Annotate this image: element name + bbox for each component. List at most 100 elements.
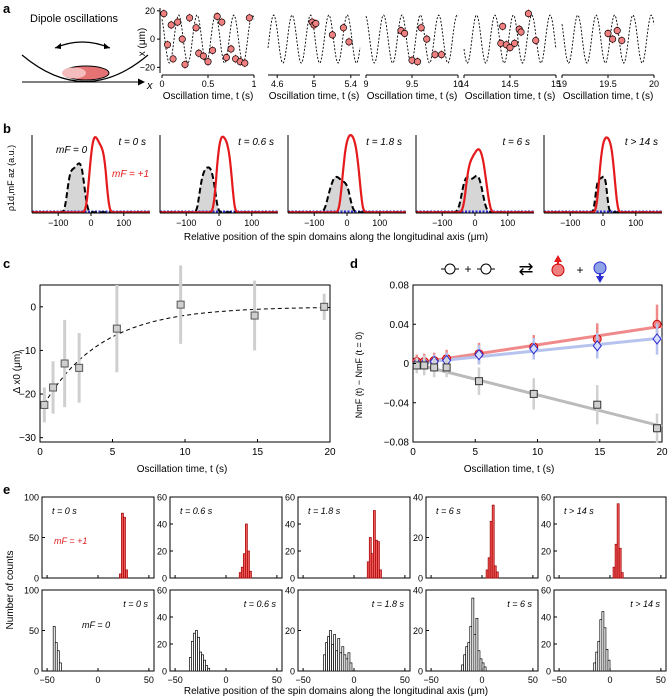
mf1-density-curve: [32, 135, 150, 214]
x-tick-label: 0: [600, 218, 605, 228]
x-tick-label: 100: [628, 218, 643, 228]
density-panel-4: −100 0 100 t > 14 s: [543, 135, 662, 228]
x-tick-label: −100: [560, 218, 580, 228]
reaction-plus-2: +: [576, 263, 583, 277]
position-point: [339, 24, 347, 32]
panel-d-ylabel: NmF (t) − NmF (t = 0): [354, 332, 364, 419]
x-tick-label: −50: [423, 675, 438, 685]
y-tick-label: 0: [418, 667, 423, 677]
delta-x-point: [176, 300, 185, 309]
x-tick-label: 5: [472, 447, 478, 458]
schematic-x-label: x: [146, 80, 153, 92]
schematic-title: Dipole oscillations: [30, 13, 119, 25]
x-tick-label: 1: [251, 79, 256, 89]
hist-bar: [349, 662, 353, 672]
y-tick-label: −20: [19, 390, 36, 401]
position-point: [517, 28, 525, 36]
x-tick-label: 0: [351, 675, 356, 685]
y-tick-label: 50: [29, 626, 39, 636]
y-tick-label: 40: [157, 613, 167, 623]
time-label: t = 6 s: [502, 137, 530, 148]
panel-c-ylabel: Δ x0 (μm): [12, 351, 23, 394]
y-tick-label: 20: [413, 626, 423, 636]
x-tick-label: 50: [272, 675, 282, 685]
dipole-fit-curve: [463, 14, 557, 64]
oscillation-arrow-head-left: [55, 43, 61, 49]
osc-window-4: 19 19.5 20 Oscillation time, t (s): [557, 14, 659, 102]
position-point: [167, 21, 175, 29]
position-point: [192, 24, 200, 32]
trap-potential-curve: [21, 54, 149, 82]
x-tick-label: 19.5: [599, 79, 617, 89]
y-tick-label: 60: [541, 493, 551, 503]
x-tick-label: 15: [551, 79, 561, 89]
position-point: [506, 44, 514, 52]
position-point: [312, 19, 320, 28]
panel-label-a: a: [3, 1, 11, 16]
x-tick-label: 9: [363, 79, 368, 89]
position-point: [178, 35, 186, 43]
hist-bar: [207, 667, 211, 672]
reaction-plus-1: +: [464, 262, 471, 276]
hist-bar: [347, 652, 351, 672]
position-point: [241, 59, 249, 67]
density-panel-0: −100 0 100 t = 0 s mF = 0 mF = +1: [31, 135, 150, 228]
panel-a: a Dipole oscillations x x (μm) 0 0.5 1 Osci…: [3, 1, 659, 102]
y-tick-label: 20: [145, 6, 155, 16]
y-tick-label: 0: [290, 574, 295, 584]
x-tick-label: 14.5: [501, 79, 519, 89]
atom-mf0-b: [480, 263, 492, 275]
position-point: [199, 52, 207, 60]
x-tick-label: −50: [167, 675, 182, 685]
y-tick-label: 40: [285, 586, 295, 596]
panel-d-xlabel: Oscillation time, t (s): [464, 464, 555, 475]
x-tick-label: 100: [116, 218, 131, 228]
panel-label-c: c: [3, 256, 10, 271]
hist-bar: [249, 570, 252, 579]
mf0-density-fill: [288, 176, 406, 213]
exp-fit-curve: [43, 307, 330, 405]
time-label: t = 0.6 s: [180, 506, 213, 516]
mf0-point: [474, 377, 483, 386]
y-tick-label: 20: [157, 640, 167, 650]
x-tick-label: 14: [459, 79, 469, 89]
position-point: [401, 29, 409, 37]
y-tick-label: 40: [413, 493, 423, 503]
mf0-density-fill: [544, 176, 662, 213]
mf0-point: [430, 363, 439, 372]
position-point: [413, 58, 422, 66]
time-label: t > 14 s: [630, 599, 660, 609]
y-tick-label: 0: [418, 574, 423, 584]
delta-x-point: [40, 400, 49, 409]
mf0-label: mF = 0: [56, 145, 88, 156]
x-tick-label: 15: [594, 447, 606, 458]
mf1-density-curve: [160, 135, 278, 214]
y-tick-label: 40: [413, 586, 423, 596]
x-tick-label: 0: [37, 447, 43, 458]
hist-bar: [620, 572, 624, 579]
y-tick-label: 100: [24, 586, 39, 596]
mf0-density-fill: [416, 175, 534, 213]
y-tick-label: 0: [30, 302, 36, 313]
position-point: [609, 35, 617, 43]
y-tick-label: 60: [157, 493, 167, 503]
panel-c: c Δ x0 (μm) 0 5 10 15 20 −30 −20 −10 0 Oscillati…: [3, 256, 336, 475]
hist-panel-0-0: 0 50 100 t = 0 s mF = +1: [24, 493, 155, 584]
atom-mf0-a: [444, 263, 456, 275]
panel-e-ylabel: Number of counts: [5, 551, 16, 630]
x-tick-label: 0: [88, 218, 93, 228]
schematic-diagram: x: [21, 41, 153, 92]
atom-mf-plus1: [551, 263, 565, 277]
y-tick-label: 20: [541, 640, 551, 650]
atom-mf-plus1-arrow: [554, 255, 562, 262]
x-tick-label: 5: [311, 79, 316, 89]
x-tick-label: 5.4: [345, 79, 358, 89]
dipole-fit-curve: [267, 14, 361, 64]
panel-a-xlabel: Oscillation time, t (s): [563, 91, 654, 102]
x-tick-label: 0: [159, 79, 164, 89]
position-point: [169, 55, 177, 63]
x-tick-label: −100: [176, 218, 196, 228]
